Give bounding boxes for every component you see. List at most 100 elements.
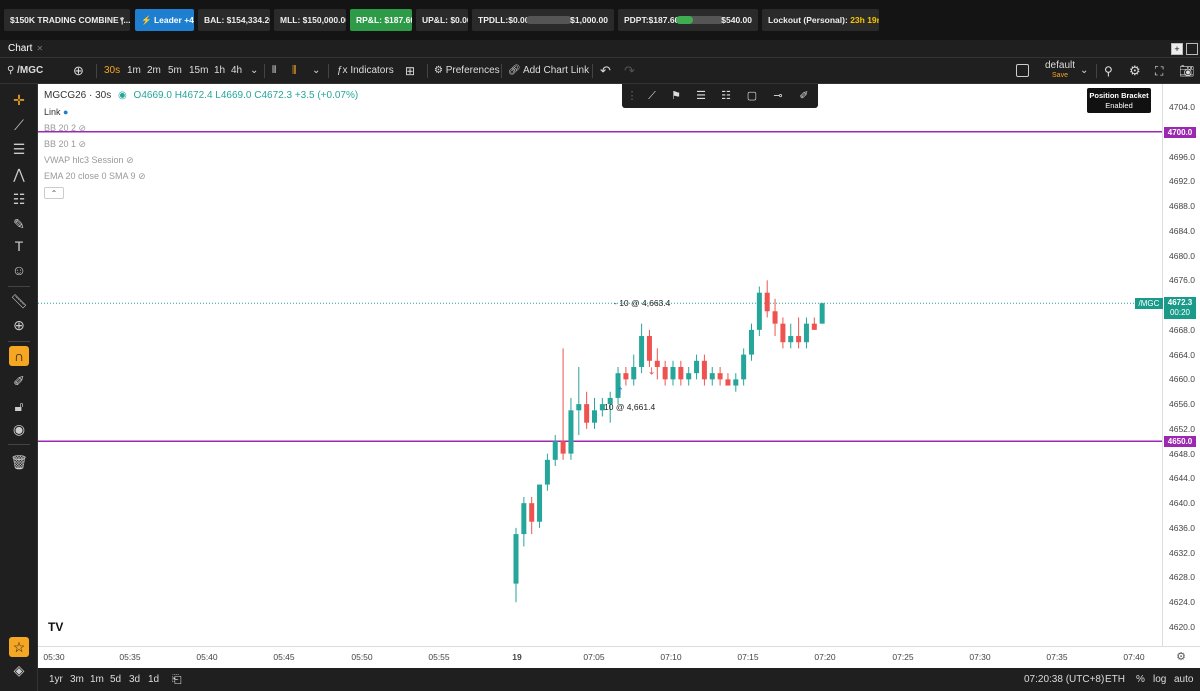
session-selector[interactable]: ETH: [1105, 674, 1125, 685]
symbol-search[interactable]: ⚲ /MGC: [7, 58, 43, 84]
hline-tool-icon[interactable]: ⊸: [773, 90, 783, 102]
goto-date-icon[interactable]: ⎗: [172, 672, 182, 686]
range-1d[interactable]: 1d: [148, 674, 160, 685]
candle-body: [599, 404, 605, 411]
eye-slash-icon[interactable]: ⊘: [78, 139, 87, 149]
zoom-search-icon[interactable]: ⚲: [1104, 64, 1113, 78]
magnet-icon[interactable]: ∩: [9, 346, 29, 366]
link-indicator[interactable]: Link ●: [44, 107, 68, 117]
emoji-icon[interactable]: ☺: [11, 262, 27, 278]
range-3m[interactable]: 3m: [70, 674, 84, 685]
crosshair-icon[interactable]: ✛: [13, 92, 25, 108]
undo-icon[interactable]: ↶: [600, 63, 611, 78]
settings-gear-icon[interactable]: ⚙: [1129, 63, 1141, 78]
add-tab-icon[interactable]: +: [1171, 43, 1183, 55]
range-3d[interactable]: 3d: [129, 674, 141, 685]
eye-slash-icon[interactable]: ⊘: [126, 155, 134, 165]
rectangle-tool-icon[interactable]: ▢: [746, 90, 758, 102]
chevron-down-icon[interactable]: ⌄: [1080, 65, 1089, 76]
text-icon[interactable]: T: [14, 238, 24, 254]
range-5d[interactable]: 5d: [110, 674, 122, 685]
trash-icon[interactable]: 🗑︎: [10, 454, 28, 470]
interval-2m[interactable]: 2m: [147, 65, 161, 76]
chart-plot-area[interactable]: ↓ ↑ MGCG26 · 30s ◉ O4669.0 H4672.4 L4669.…: [38, 84, 1162, 646]
redo-icon[interactable]: ↷: [624, 63, 635, 78]
close-icon[interactable]: ✕: [36, 44, 44, 53]
price-tick-label: 4648.0: [1169, 448, 1195, 459]
live-dot-icon: ◉: [118, 90, 127, 101]
pitchfork-icon[interactable]: ⋀: [13, 166, 25, 182]
zoom-in-icon[interactable]: ⊕: [13, 317, 25, 333]
add-chart-link-button[interactable]: 🔗︎ Add Chart Link: [508, 58, 589, 84]
layout-save[interactable]: Save: [1052, 72, 1068, 79]
leader-button[interactable]: ⚡ Leader +4: [135, 9, 194, 31]
eye-slash-icon[interactable]: ⊘: [78, 123, 87, 133]
account-selector[interactable]: $150K TRADING COMBINE |... ▾: [4, 9, 130, 31]
interval-5m[interactable]: 5m: [168, 65, 182, 76]
fullscreen-icon[interactable]: ⛶: [1155, 64, 1164, 78]
settings-gear-icon[interactable]: ⚙: [1176, 651, 1186, 663]
range-tool-icon[interactable]: ☷: [721, 90, 731, 102]
chevron-down-icon[interactable]: ⌄: [312, 65, 321, 76]
flag-tool-icon[interactable]: ⚑: [671, 90, 681, 102]
drag-handle-icon[interactable]: ⋮: [626, 90, 638, 102]
brush-tool-icon[interactable]: ✐: [799, 90, 809, 102]
lock-icon[interactable]: 🔓︎: [14, 398, 24, 414]
layout-grid-icon[interactable]: ⊞: [405, 64, 416, 78]
eye-slash-icon[interactable]: ⊘: [138, 171, 146, 181]
price-tick-label: 4652.0: [1169, 423, 1195, 434]
candle-body: [803, 323, 809, 343]
study-bb-20-2[interactable]: BB 20 2 ⊘: [44, 123, 86, 134]
candle-body: [662, 366, 668, 380]
interval-4h[interactable]: 4h: [231, 65, 243, 76]
percent-scale-toggle[interactable]: %: [1136, 674, 1145, 685]
layout-checkbox[interactable]: [1016, 64, 1029, 77]
candle-body: [654, 360, 660, 367]
log-scale-toggle[interactable]: log: [1153, 674, 1167, 685]
interval-15m[interactable]: 15m: [189, 65, 209, 76]
ohlc-close: C4672.3: [254, 90, 293, 101]
favorites-star-icon[interactable]: ☆: [9, 637, 29, 657]
study-bb-20-1[interactable]: BB 20 1 ⊘: [44, 139, 86, 150]
eye-icon[interactable]: ◉: [12, 421, 26, 437]
horizontal-lines-icon[interactable]: ☰: [12, 141, 26, 157]
auto-scale-toggle[interactable]: auto: [1174, 674, 1194, 685]
study-vwap[interactable]: VWAP hlc3 Session ⊘: [44, 155, 134, 166]
layers-icon[interactable]: ◈: [13, 662, 25, 678]
preferences-button[interactable]: ⚙ Preferences: [434, 58, 500, 84]
lock-pencil-icon[interactable]: ✐: [13, 373, 25, 389]
tpdll-max: $1,000.00: [570, 15, 608, 25]
study-ema[interactable]: EMA 20 close 0 SMA 9 ⊘: [44, 171, 146, 182]
camera-icon[interactable]: 📷︎: [1179, 64, 1195, 78]
tab-chart[interactable]: Chart ✕: [0, 40, 51, 58]
indicators-button[interactable]: ƒx Indicators: [337, 58, 394, 84]
candle-body: [592, 410, 597, 423]
collapse-legend-button[interactable]: ⌃: [44, 187, 64, 199]
maximize-icon[interactable]: [1186, 43, 1198, 55]
interval-1h[interactable]: 1h: [214, 65, 226, 76]
ruler-icon[interactable]: 📏︎: [10, 293, 28, 309]
range-1yr[interactable]: 1yr: [49, 674, 63, 685]
fib-icon[interactable]: ☷: [12, 191, 26, 207]
candle-body: [741, 354, 747, 380]
candle-body: [725, 379, 731, 386]
trend-line-icon[interactable]: ⟋: [14, 117, 24, 133]
clock-timezone[interactable]: 07:20:38 (UTC+8): [1024, 674, 1105, 685]
chevron-down-icon[interactable]: ⌄: [250, 65, 259, 76]
line-tool-icon[interactable]: ⟋: [648, 90, 656, 102]
add-chart-link-label: Add Chart Link: [522, 65, 590, 76]
interval-1m[interactable]: 1m: [127, 65, 141, 76]
brush-icon[interactable]: ✎: [13, 216, 25, 232]
layout-selector[interactable]: default Save: [1042, 61, 1078, 81]
time-axis[interactable]: ⚙ 05:30 05:35 05:40 05:45 05:50 05:55 19 07:05 0…: [38, 646, 1200, 668]
bar-style-icon[interactable]: ⫴: [272, 65, 277, 76]
leader-icon: ⚡: [141, 15, 152, 25]
candle-style-icon[interactable]: ⫼: [292, 65, 297, 76]
symbol-label: /MGC: [17, 65, 44, 76]
interval-30s[interactable]: 30s: [104, 65, 121, 76]
range-1m[interactable]: 1m: [90, 674, 104, 685]
price-axis[interactable]: 4704.0 4700.0 4696.0 4692.0 4688.0 4684.0 4680…: [1162, 84, 1200, 646]
price-tick-label: 4660.0: [1169, 374, 1195, 385]
channel-tool-icon[interactable]: ☰: [696, 90, 706, 102]
compare-symbol-button[interactable]: ⊕: [73, 58, 84, 84]
